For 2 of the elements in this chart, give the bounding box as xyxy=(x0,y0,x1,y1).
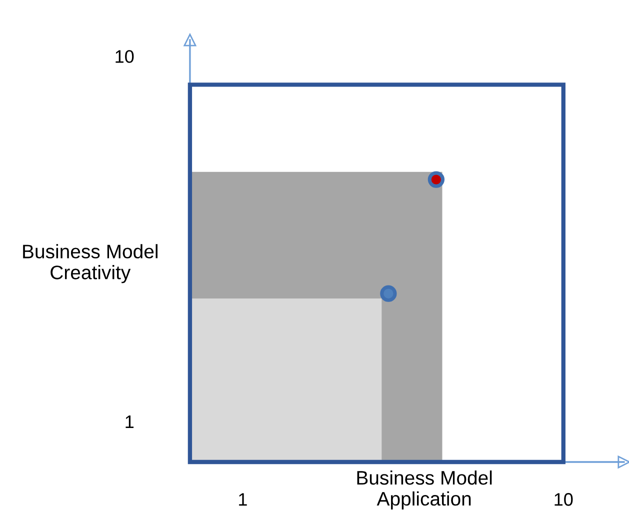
x-axis-title: Business Model Application xyxy=(357,470,492,510)
y-axis-title: Business Model Creativity xyxy=(23,244,158,284)
